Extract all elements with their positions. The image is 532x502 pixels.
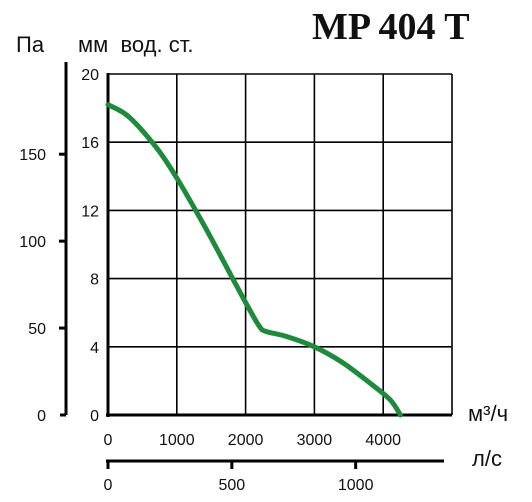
y-tick-label-mm: 20 <box>81 67 99 84</box>
x-tick-label-flow: 4000 <box>365 432 401 449</box>
y-tick-label-pa: 100 <box>19 234 46 251</box>
chart-title: MP 404 T <box>312 6 470 48</box>
x-tick-label-flow: 0 <box>104 432 113 449</box>
y-tick-label-mm: 16 <box>81 135 99 152</box>
y-tick-label-mm: 4 <box>90 340 99 357</box>
x-tick-label-ls: 500 <box>218 477 245 494</box>
x-tick-label-flow: 3000 <box>297 432 333 449</box>
fan-performance-curve <box>105 102 403 418</box>
y-tick-label-mm: 0 <box>90 408 99 425</box>
x-axis-unit-ls: л/с <box>472 446 502 471</box>
y-axis-unit-mm: мм вод. ст. <box>78 32 193 57</box>
y-axis-unit-pa: Па <box>16 32 45 57</box>
axes <box>59 62 452 469</box>
y-tick-label-pa: 150 <box>19 147 46 164</box>
y-tick-label-mm: 8 <box>90 272 99 289</box>
x-tick-label-flow: 2000 <box>228 432 264 449</box>
series <box>105 102 403 418</box>
grid <box>108 73 453 415</box>
x-tick-label-ls: 0 <box>104 477 113 494</box>
x-tick-label-ls: 1000 <box>338 477 374 494</box>
y-tick-label-pa: 0 <box>37 408 46 425</box>
x-axis-unit-flow: м³/ч <box>468 401 508 426</box>
tick-labels: 0 4 8 12 16 20 0 50 100 150 0 1000 2000 3000 4000 0 500 1… <box>19 67 401 494</box>
y-tick-label-pa: 50 <box>28 321 46 338</box>
y-tick-label-mm: 12 <box>81 203 99 220</box>
x-tick-label-flow: 1000 <box>159 432 195 449</box>
